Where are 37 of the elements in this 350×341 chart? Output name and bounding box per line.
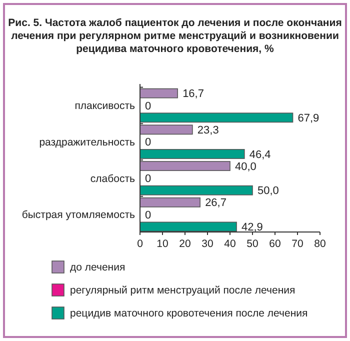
data-label: 0 (145, 136, 152, 149)
x-tick-label: 10 (156, 238, 168, 250)
legend-label: регулярный ритм менструаций после лечения (70, 284, 296, 297)
data-label: 0 (145, 173, 152, 186)
data-label: 40,0 (235, 160, 256, 173)
x-tick-label: 60 (269, 238, 281, 250)
bar (140, 112, 294, 123)
data-label: 0 (145, 100, 152, 112)
data-label: 42,9 (242, 222, 263, 234)
legend-label: рецидив маточного кровотечения после лечения (70, 308, 308, 320)
data-label: 16,7 (182, 88, 204, 100)
data-label: 23,3 (197, 124, 219, 137)
y-tick-label: быстрая утомляемость (22, 209, 136, 222)
y-tick-label: плаксивость (74, 100, 136, 112)
chart-title: Рис. 5. Частота жалоб пациенток до лечения и после окончания лечения при регулярном ритме менструаций и возникновении рецидива маточного кровотечения, % (8, 17, 342, 55)
bar (140, 88, 178, 98)
bar (140, 161, 230, 171)
data-label: 46,4 (249, 148, 271, 161)
y-tick-label: раздражительность (39, 136, 136, 148)
data-label: 50,0 (258, 185, 279, 198)
x-tick-label: 40 (224, 238, 236, 250)
x-tick-label: 0 (137, 238, 144, 250)
bar (140, 149, 245, 159)
bar (140, 185, 253, 196)
x-tick-label: 70 (292, 238, 304, 250)
x-tick-label: 20 (179, 238, 191, 250)
x-tick-label: 80 (314, 238, 326, 250)
bar (140, 222, 237, 232)
data-label: 26,7 (205, 197, 226, 210)
data-label: 67,9 (298, 112, 320, 124)
x-tick-label: 30 (202, 238, 214, 250)
x-tick-label: 50 (246, 238, 258, 250)
legend-label: до лечения (70, 262, 126, 274)
data-label: 0 (145, 209, 152, 222)
bar (140, 197, 200, 208)
bar (140, 124, 193, 135)
y-tick-label: слабость (90, 172, 136, 185)
